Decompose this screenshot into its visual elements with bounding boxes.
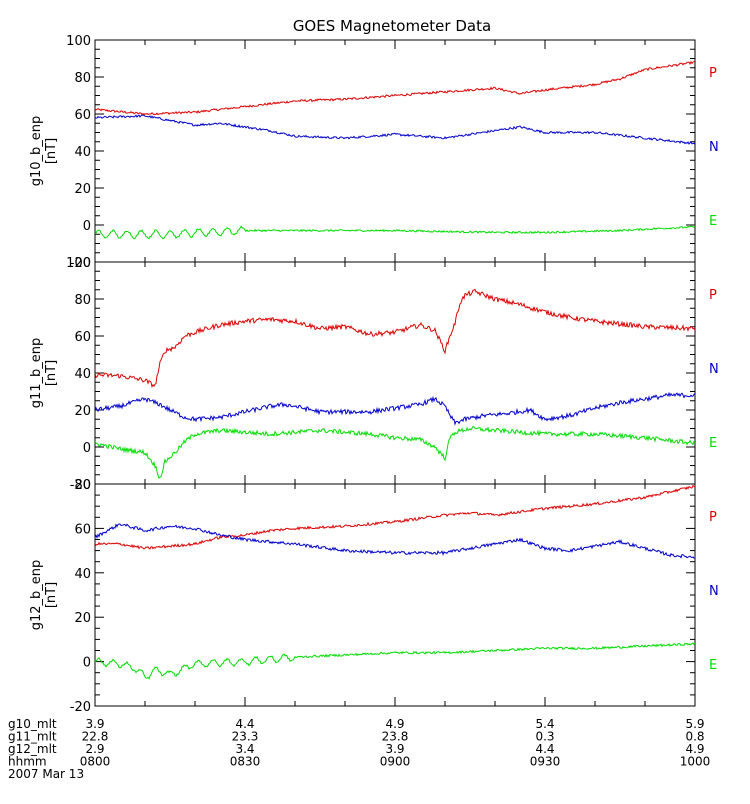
footer-row-label: g12_mlt [8,742,57,756]
footer-table: g10_mlt 3.9 4.4 4.9 5.4 5.9 g11_mlt 22.8 23.3 23.… [8,717,710,781]
footer-value: 23.8 [382,730,409,744]
y-tick-label: 60 [74,108,91,123]
footer-value: 5.9 [685,717,704,731]
legend-E: E [709,214,717,229]
footer-value: 0800 [80,755,111,769]
panel-frame [94,39,696,263]
footer-value: 5.4 [535,717,554,731]
legend-N: N [709,584,719,599]
y-tick-label: 0 [83,441,91,456]
footer-value: 3.4 [235,742,254,756]
y-tick-label: -20 [70,256,91,271]
footer-row-label: hhmm [8,755,47,769]
panel-2: -20 0 20 40 60 80 100 g11_b_enp [nT] P N E [29,256,719,493]
series-group [95,288,695,479]
chart-title: GOES Magnetometer Data [293,17,491,35]
y-axis-label: g11_b_enp [29,338,44,409]
legend-P: P [709,510,717,525]
footer-date: 2007 Mar 13 [8,767,84,781]
y-tick-label: 20 [74,611,91,626]
y-tick-label: -20 [70,478,91,493]
y-tick-label: 40 [74,567,91,582]
footer-value: 0.3 [535,730,554,744]
footer-value: 4.9 [685,742,704,756]
series-group [95,484,695,680]
panel-frame [94,261,696,485]
y-tick-label: 100 [66,256,91,271]
series-N-line [95,391,695,426]
y-tick-label: 100 [66,34,91,49]
footer-value: 3.9 [385,742,404,756]
y-tick-label: 20 [74,182,91,197]
panel-3: -20 0 20 40 60 80 g12_b_enp [nT] P N E [29,478,719,715]
legend-P: P [709,288,717,303]
legend-E: E [709,658,717,673]
y-tick-label: 0 [83,219,91,234]
y-axis-label: g12_b_enp [29,560,44,631]
footer-value: 23.3 [232,730,259,744]
footer-value: 0930 [530,755,561,769]
footer-value: 22.8 [82,730,109,744]
y-tick-label: 40 [74,367,91,382]
y-axis-unit: [nT] [44,138,59,164]
series-N-line [95,523,695,559]
footer-value: 0830 [230,755,261,769]
y-tick-label: 60 [74,522,91,537]
footer-value: 0900 [380,755,411,769]
y-tick-label: 80 [74,478,91,493]
series-P-line [95,60,695,116]
y-tick-label: 80 [74,293,91,308]
legend-P: P [709,66,717,81]
footer-row-label: g10_mlt [8,717,57,731]
series-E-line [95,225,695,240]
legend-E: E [709,436,717,451]
footer-value: 4.4 [535,742,554,756]
y-tick-label: 20 [74,404,91,419]
footer-value: 3.9 [85,717,104,731]
footer-value: 0.8 [685,730,704,744]
y-tick-label: 60 [74,330,91,345]
panel-1: -20 0 20 40 60 80 100 g10_b_enp [nT] P N E [29,34,719,271]
footer-value: 2.9 [85,742,104,756]
y-tick-label: 0 [83,656,91,671]
y-tick-label: -20 [70,700,91,715]
y-axis-unit: [nT] [44,582,59,608]
series-E-line [95,426,695,479]
legend-N: N [709,362,719,377]
y-tick-label: 40 [74,145,91,160]
legend-N: N [709,140,719,155]
series-group [95,60,695,240]
y-tick-label: 80 [74,71,91,86]
y-axis-unit: [nT] [44,360,59,386]
panel-frame [94,483,696,707]
footer-value: 1000 [680,755,711,769]
footer-value: 4.4 [235,717,254,731]
series-N-line [95,114,695,145]
y-axis-label: g10_b_enp [29,116,44,187]
series-P-line [95,288,695,388]
footer-row-label: g11_mlt [8,730,57,744]
series-P-line [95,484,695,550]
footer-value: 4.9 [385,717,404,731]
series-E-line [95,642,695,680]
